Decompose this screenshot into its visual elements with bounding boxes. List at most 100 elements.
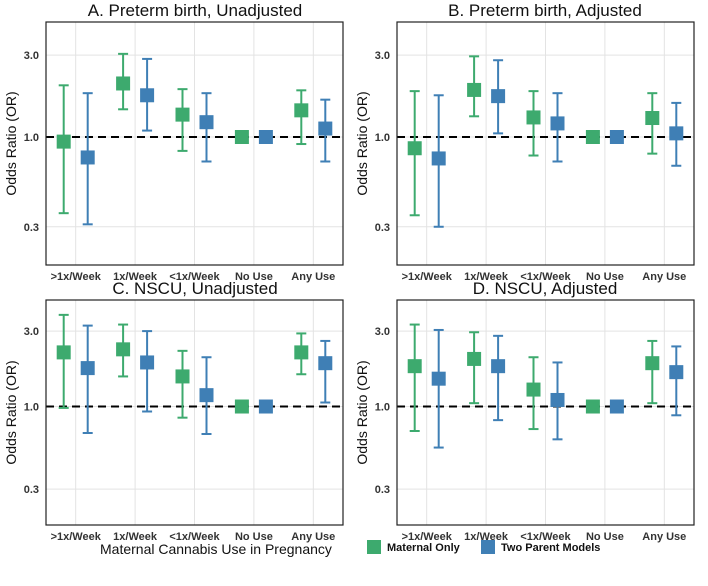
y-axis-label: Odds Ratio (OR) (354, 360, 370, 464)
panel-title: D. NSCU, Adjusted (473, 279, 618, 298)
x-tick-label: Any Use (642, 531, 686, 543)
legend: Maternal Cannabis Use in Pregnancy Mater… (100, 540, 600, 557)
point-maternal-only (467, 82, 482, 97)
error-bar (409, 323, 420, 433)
point-maternal-only (585, 130, 600, 145)
point-maternal-only (407, 141, 422, 156)
panel-border (396, 299, 695, 526)
x-tick-label: <1x/Week (169, 271, 220, 283)
point-two-parent-models (431, 151, 446, 166)
x-tick-label: <1x/Week (169, 531, 220, 543)
x-tick-label: No Use (235, 271, 273, 283)
y-tick-label: 3.0 (24, 326, 39, 338)
error-bar (493, 334, 504, 422)
point-two-parent-models (669, 365, 684, 380)
point-maternal-only (645, 356, 660, 371)
y-tick-label: 0.3 (24, 222, 39, 234)
error-bar (142, 330, 153, 413)
point-maternal-only (407, 359, 422, 374)
y-tick-label: 3.0 (375, 326, 390, 338)
point-maternal-only (645, 111, 660, 126)
x-tick-label: 1x/Week (113, 271, 158, 283)
point-two-parent-models (258, 399, 273, 414)
point-maternal-only (526, 110, 541, 125)
point-maternal-only (526, 382, 541, 397)
y-tick-label: 1.0 (24, 402, 39, 414)
panel-border (396, 21, 695, 266)
x-tick-label: Any Use (642, 271, 686, 283)
panel-3: C. NSCU, Unadjusted Odds Ratio (OR) 0.3 1.0… (3, 279, 344, 543)
y-tick-label: 0.3 (375, 484, 390, 496)
y-tick-label: 3.0 (375, 50, 390, 62)
y-tick-label: 0.3 (375, 222, 390, 234)
y-tick-label: 1.0 (24, 132, 39, 144)
x-tick-label: <1x/Week (520, 531, 571, 543)
error-bar (469, 331, 480, 405)
y-tick-label: 3.0 (24, 50, 39, 62)
point-maternal-only (56, 345, 71, 360)
point-maternal-only (294, 345, 309, 360)
legend-label-two-parent-models: Two Parent Models (501, 542, 600, 554)
panels: A. Preterm birth, Unadjusted Odds Ratio (… (3, 1, 695, 543)
point-maternal-only (116, 76, 131, 91)
x-tick-label: >1x/Week (51, 531, 102, 543)
error-bar (320, 339, 331, 404)
y-tick-label: 0.3 (24, 484, 39, 496)
legend-key-two-parent-models (481, 540, 495, 554)
panel-border (45, 299, 344, 526)
x-tick-label: <1x/Week (520, 271, 571, 283)
panel-title: A. Preterm birth, Unadjusted (88, 1, 302, 20)
error-bar (177, 349, 188, 419)
point-two-parent-models (140, 88, 155, 103)
point-maternal-only (234, 130, 249, 145)
point-maternal-only (175, 107, 190, 122)
point-two-parent-models (258, 130, 273, 145)
y-axis-label: Odds Ratio (OR) (354, 91, 370, 195)
panel-border (45, 21, 344, 266)
y-tick-label: 1.0 (375, 132, 390, 144)
x-tick-label: 1x/Week (464, 271, 509, 283)
point-two-parent-models (318, 121, 333, 136)
x-tick-label: No Use (586, 271, 624, 283)
panel-2: B. Preterm birth, Adjusted Odds Ratio (OR… (354, 1, 695, 283)
x-tick-label: >1x/Week (402, 531, 453, 543)
x-tick-label: 1x/Week (113, 531, 158, 543)
point-two-parent-models (80, 150, 95, 165)
point-maternal-only (116, 342, 131, 357)
x-tick-label: 1x/Week (464, 531, 509, 543)
point-maternal-only (234, 399, 249, 414)
point-two-parent-models (199, 388, 214, 403)
point-maternal-only (294, 103, 309, 118)
point-two-parent-models (140, 355, 155, 370)
point-two-parent-models (550, 392, 565, 407)
point-two-parent-models (431, 371, 446, 386)
point-maternal-only (467, 351, 482, 366)
error-bar (671, 345, 682, 417)
x-tick-label: Any Use (291, 271, 335, 283)
error-bar (58, 313, 69, 409)
legend-label-maternal-only: Maternal Only (387, 542, 461, 554)
point-two-parent-models (80, 361, 95, 376)
y-axis-label: Odds Ratio (OR) (3, 91, 19, 195)
x-tick-label: >1x/Week (402, 271, 453, 283)
point-two-parent-models (609, 130, 624, 145)
point-two-parent-models (199, 115, 214, 130)
point-two-parent-models (491, 89, 506, 104)
point-maternal-only (56, 134, 71, 149)
panel-4: D. NSCU, Adjusted Odds Ratio (OR) 0.3 1.0 3.… (354, 279, 695, 543)
point-two-parent-models (318, 356, 333, 371)
panel-1: A. Preterm birth, Unadjusted Odds Ratio (… (3, 1, 344, 283)
error-bar (58, 84, 69, 215)
point-two-parent-models (609, 399, 624, 414)
error-bar (82, 324, 93, 434)
y-axis-label: Odds Ratio (OR) (3, 360, 19, 464)
point-two-parent-models (550, 116, 565, 131)
x-tick-label: No Use (586, 531, 624, 543)
x-tick-label: No Use (235, 531, 273, 543)
point-two-parent-models (669, 126, 684, 141)
x-tick-label: >1x/Week (51, 271, 102, 283)
point-maternal-only (175, 369, 190, 384)
panel-title: B. Preterm birth, Adjusted (448, 1, 642, 20)
x-tick-label: Any Use (291, 531, 335, 543)
